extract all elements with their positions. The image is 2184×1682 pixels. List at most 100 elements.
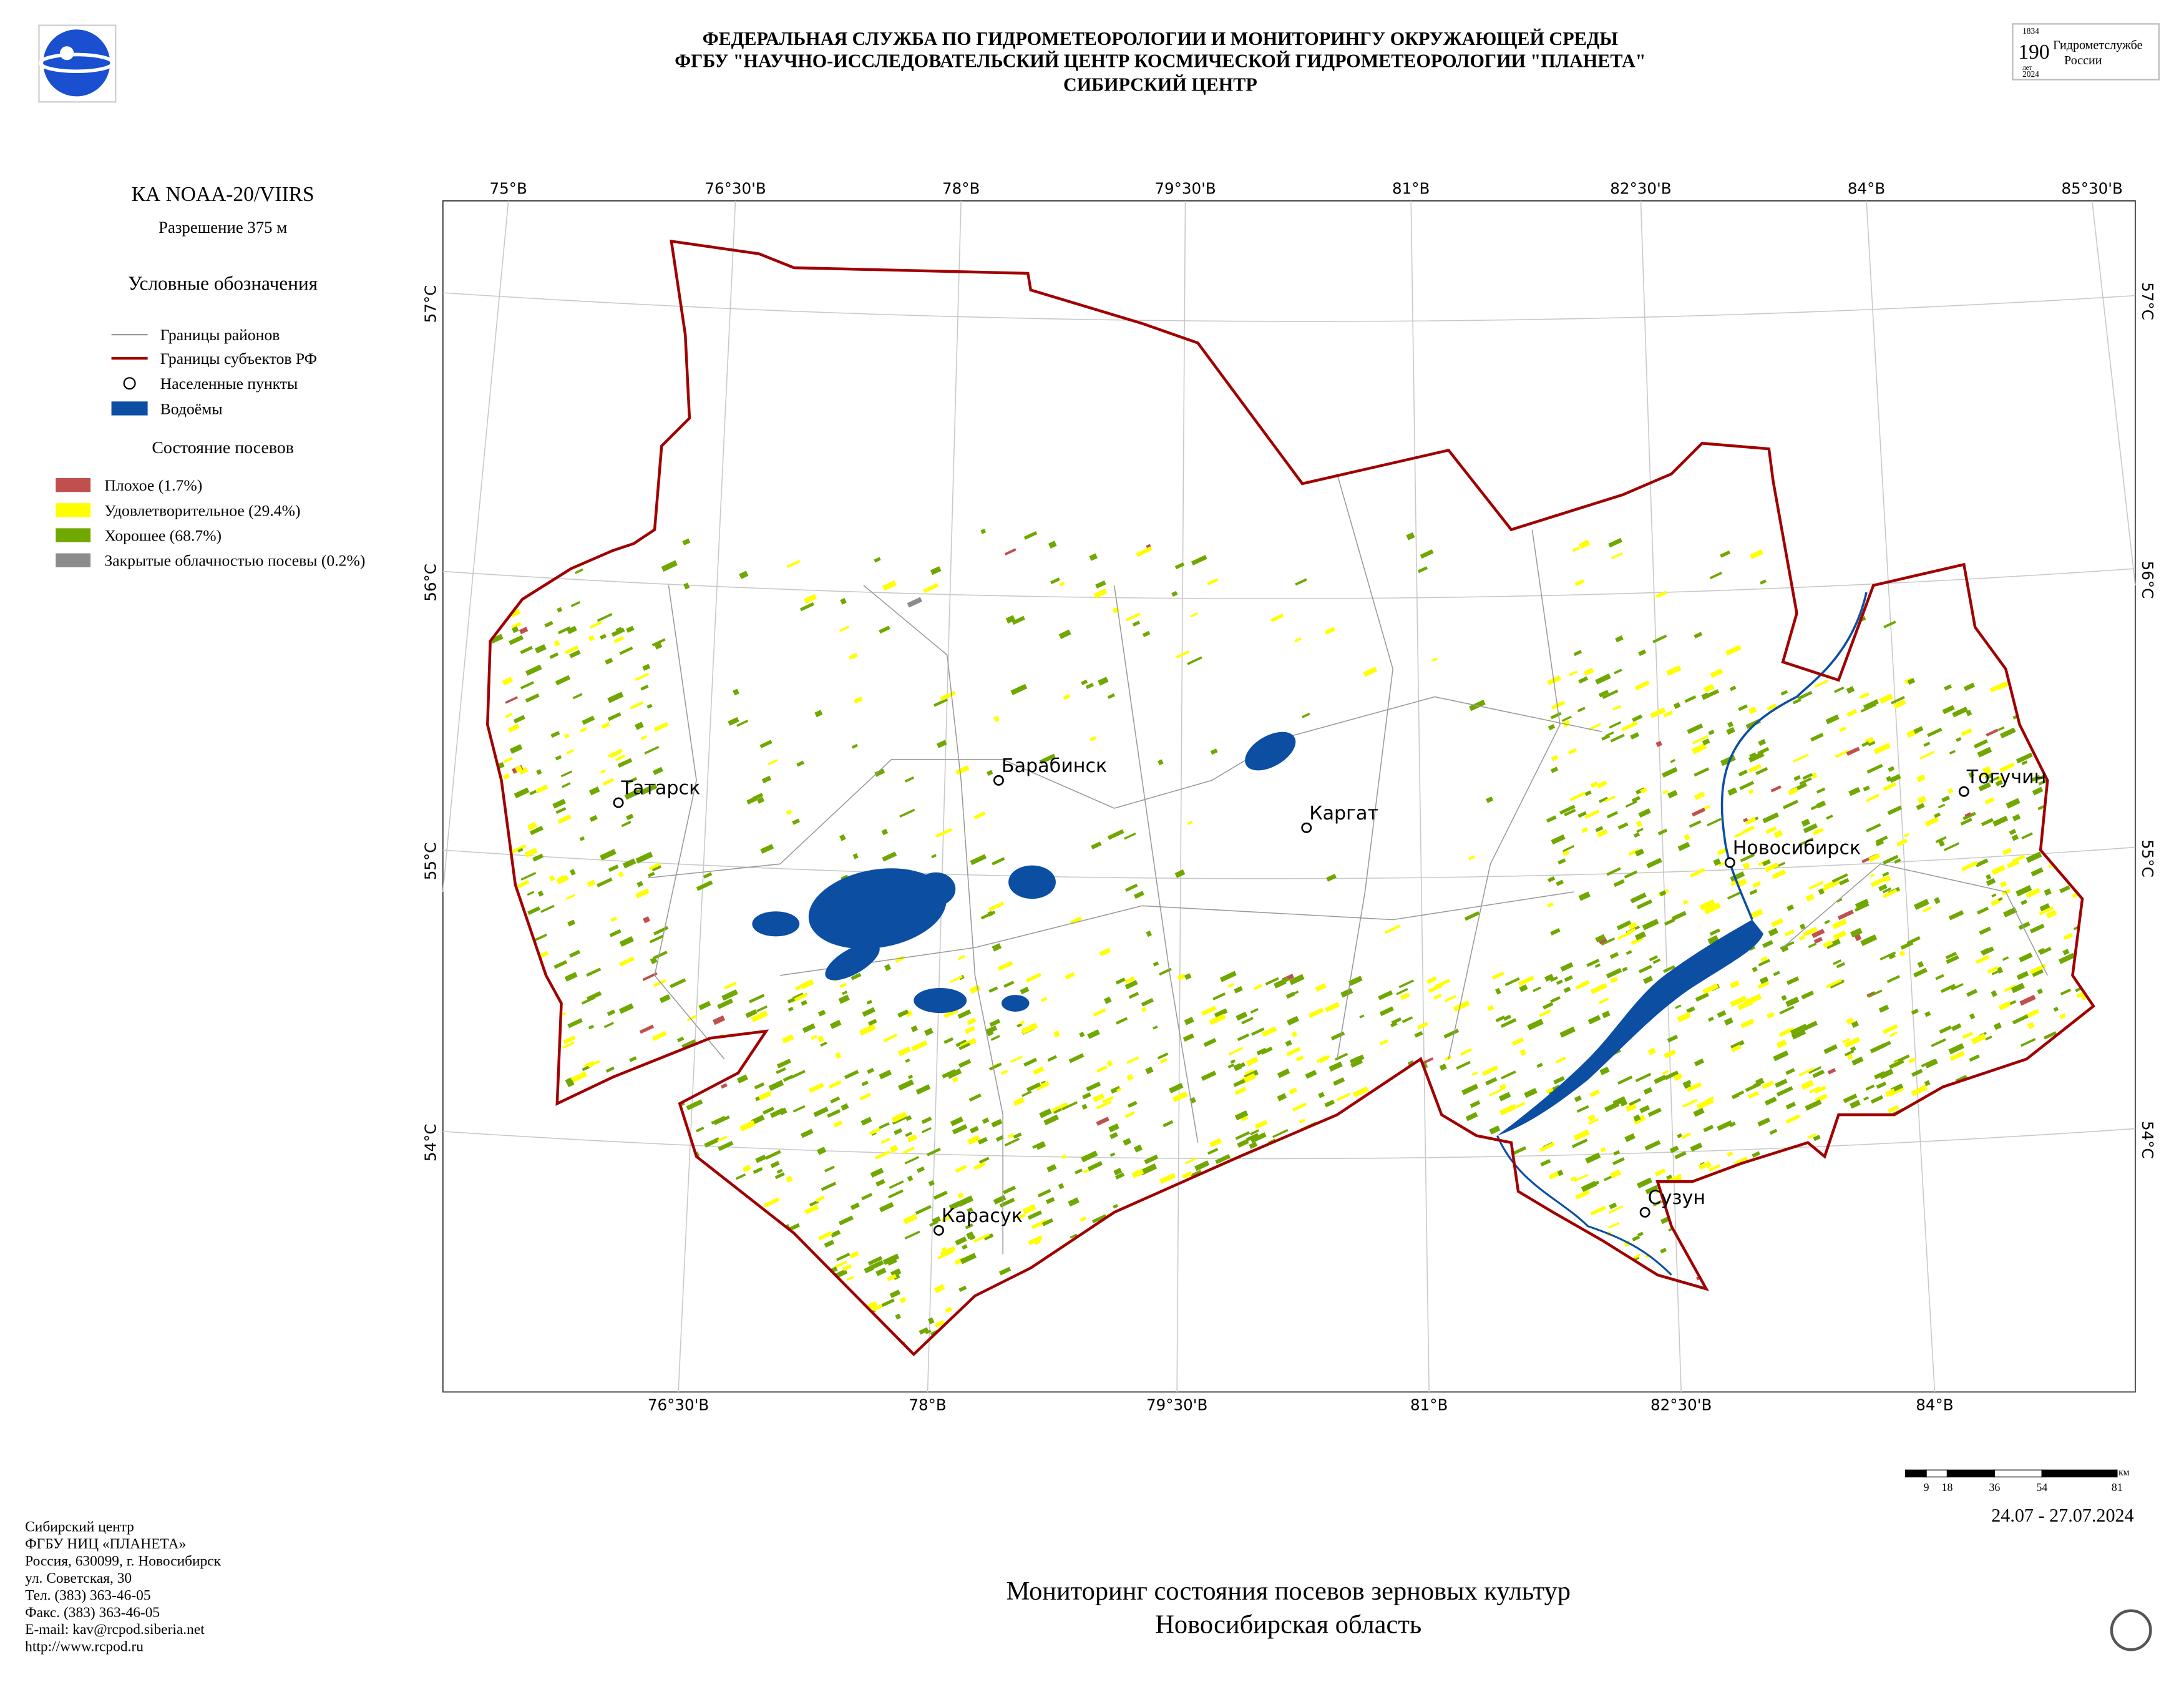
crop-patch <box>1694 1059 1705 1067</box>
crop-patch <box>574 568 583 574</box>
crop-patch <box>1686 1082 1702 1092</box>
crop-patch <box>1632 714 1643 722</box>
crop-patch <box>1564 808 1576 817</box>
crop-patch <box>1812 828 1824 836</box>
contact-line: http://www.rcpod.ru <box>25 1639 144 1655</box>
crop-patch <box>1040 997 1048 1002</box>
crop-patch <box>1461 1083 1479 1095</box>
crop-patch <box>1670 759 1676 763</box>
crop-patch <box>879 1122 890 1130</box>
crop-patch <box>1039 1108 1052 1118</box>
crop-patch <box>736 1074 748 1083</box>
crop-patch <box>1585 1152 1601 1164</box>
crop-patch <box>1207 1148 1219 1155</box>
crop-patch <box>927 1317 935 1324</box>
crop-patch <box>840 598 847 605</box>
crop-patch <box>1792 753 1809 763</box>
crop-patch <box>1299 1118 1305 1124</box>
crop-patch <box>1080 1216 1087 1222</box>
crop-patch <box>1875 835 1888 844</box>
crop-patch <box>1916 803 1925 810</box>
crop-patch <box>1124 976 1135 984</box>
crop-patch <box>968 1093 982 1102</box>
crop-patch <box>1113 1204 1119 1209</box>
crop-patch <box>1941 795 1950 803</box>
crop-patch <box>829 1020 842 1029</box>
crop-patch <box>1560 962 1574 972</box>
crop-patch <box>1177 973 1186 980</box>
lon-label: 76°30'В <box>648 1396 709 1414</box>
crop-patch <box>1682 899 1689 905</box>
scale-segment <box>1946 1469 1996 1478</box>
crop-patch <box>517 880 530 889</box>
crop-patch <box>703 872 713 879</box>
crop-patch <box>2003 907 2017 917</box>
crop-patch <box>1875 840 1884 847</box>
crop-patch <box>1745 816 1757 825</box>
crop-patch <box>1584 809 1600 819</box>
crop-patch <box>1609 1202 1617 1210</box>
crop-patch <box>1598 690 1609 698</box>
legend-title: Условные обозначения <box>128 273 318 295</box>
crop-patch <box>1647 1047 1656 1055</box>
crop-patch <box>2027 1022 2035 1029</box>
crop-patch <box>748 994 765 1004</box>
crop-patch <box>1811 929 1825 939</box>
crop-patch <box>987 1031 994 1037</box>
crop-patch <box>588 1024 595 1030</box>
crop-patch <box>1947 788 1954 795</box>
crop-patch <box>1675 1004 1682 1009</box>
crop-patch <box>924 1027 934 1036</box>
city-marker <box>613 797 624 808</box>
crop-patch <box>1126 1056 1139 1064</box>
crop-patch <box>529 790 537 796</box>
crop-patch <box>1615 635 1624 643</box>
crop-patch <box>759 740 773 748</box>
crop-patch <box>1750 549 1764 560</box>
crop-patch <box>1927 727 1943 737</box>
crop-patch <box>955 765 970 775</box>
crop-patch <box>763 1197 780 1208</box>
crop-patch <box>1636 820 1642 828</box>
crop-patch <box>2030 867 2044 877</box>
crop-patch <box>1590 1205 1607 1216</box>
crop-patch <box>1748 789 1754 795</box>
crop-patch <box>1558 858 1566 865</box>
crop-patch <box>1886 975 1901 984</box>
crop-patch <box>870 1168 884 1178</box>
crop-patch <box>1068 1053 1085 1063</box>
crop-patch <box>1854 902 1870 912</box>
crop-patch <box>1775 1078 1788 1088</box>
crop-patch <box>1621 721 1638 731</box>
crop-patch <box>1652 634 1667 643</box>
crop-patch <box>1687 723 1704 735</box>
crop-patch <box>520 645 534 655</box>
crop-patch <box>1184 1157 1197 1165</box>
crop-patch <box>1889 1032 1898 1037</box>
crop-patch <box>1573 650 1582 657</box>
crop-patch <box>1210 748 1218 755</box>
lon-label: 84°В <box>1916 1396 1953 1414</box>
crop-patch <box>1576 1105 1589 1113</box>
crop-patch <box>1620 1100 1628 1107</box>
crop-patch <box>1846 1054 1853 1060</box>
crop-patch <box>911 1040 928 1052</box>
crop-patch <box>945 1306 953 1313</box>
crop-patch <box>1081 1150 1098 1163</box>
crop-patch <box>955 1039 967 1047</box>
crop-patch <box>1866 823 1881 833</box>
district-borders <box>647 474 2048 1254</box>
crop-patch <box>2012 814 2021 821</box>
crop-patch <box>1209 1138 1222 1148</box>
crop-patch <box>1606 867 1621 876</box>
crop-patch <box>849 1251 859 1259</box>
crop-patch <box>652 951 668 960</box>
crop-patch <box>1811 772 1818 779</box>
crop-patch <box>1882 1024 1898 1034</box>
crop-patch <box>958 1285 967 1293</box>
crop-patch <box>1004 548 1016 555</box>
crop-patch <box>1109 1132 1118 1140</box>
crop-patch <box>1144 1154 1159 1165</box>
crop-patch <box>761 775 772 784</box>
crop-patch <box>1390 1022 1398 1028</box>
